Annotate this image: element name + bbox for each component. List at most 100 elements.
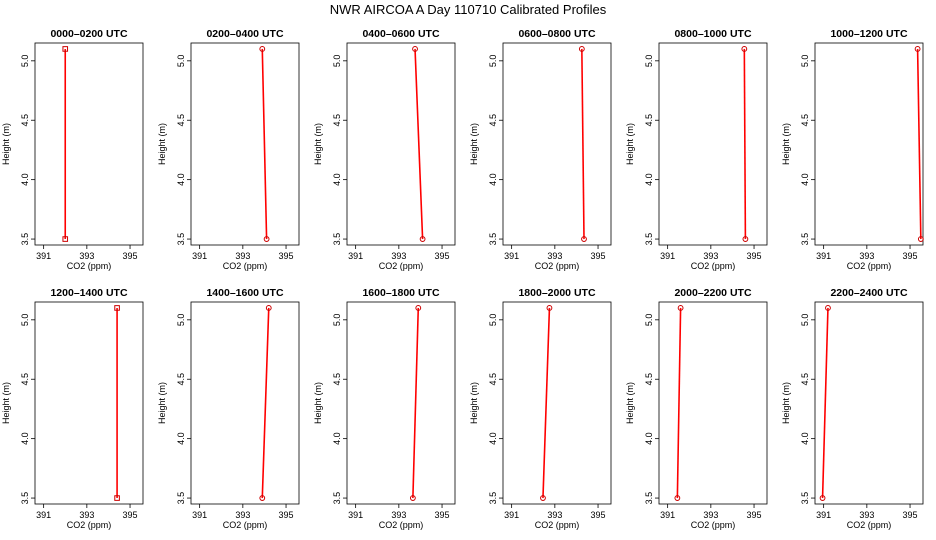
plot-frame (190, 42, 300, 246)
y-tick-label: 3.5 (20, 233, 30, 246)
data-point (415, 305, 422, 311)
data-point (540, 495, 546, 501)
y-axis-label: Height (m) (625, 123, 635, 165)
x-tick-label: 395 (435, 251, 450, 261)
plot-frame (658, 42, 768, 246)
y-tick-label: 4.0 (332, 432, 342, 445)
data-point (825, 305, 831, 311)
x-tick-label: 391 (504, 251, 519, 261)
profile-line (743, 48, 747, 240)
y-tick-label: 3.5 (176, 233, 186, 246)
y-tick-label: 4.0 (644, 432, 654, 445)
x-axis-label: CO2 (ppm) (223, 261, 268, 271)
x-tick-label: 391 (816, 510, 831, 520)
y-tick-label: 5.0 (800, 314, 810, 327)
y-tick-label: 5.0 (332, 55, 342, 68)
x-axis-label: CO2 (ppm) (847, 261, 892, 271)
y-tick-label: 5.0 (20, 314, 30, 327)
panel-title: 1800–2000 UTC (518, 287, 595, 299)
data-point (419, 236, 426, 242)
panel-3: 0400–0600 UTC 391 393 395 3.5 4.0 4.5 5.0 CO2 (p… (313, 28, 456, 271)
panel-2: 0200–0400 UTC 391 393 395 3.5 4.0 4.5 5.0 CO2 (p… (157, 28, 300, 271)
plot-frame (190, 301, 300, 505)
y-tick-label: 4.0 (20, 432, 30, 445)
x-tick-label: 393 (79, 251, 94, 261)
plot-frame (814, 42, 924, 246)
x-tick-label: 395 (747, 510, 762, 520)
x-tick-label: 395 (435, 510, 450, 520)
y-tick-label: 3.5 (644, 492, 654, 505)
profile-line (581, 48, 585, 240)
x-axis-label: CO2 (ppm) (379, 261, 424, 271)
data-point (742, 236, 749, 242)
y-tick-label: 4.5 (488, 114, 498, 127)
profile-line (261, 307, 270, 499)
y-tick-label: 4.5 (20, 373, 30, 386)
y-tick-label: 4.0 (176, 173, 186, 186)
x-axis-label: CO2 (ppm) (535, 261, 580, 271)
y-tick-label: 4.0 (176, 432, 186, 445)
x-axis-label: CO2 (ppm) (379, 520, 424, 530)
x-axis-label: CO2 (ppm) (223, 520, 268, 530)
y-tick-label: 3.5 (800, 492, 810, 505)
x-tick-label: 393 (859, 251, 874, 261)
y-tick-label: 3.5 (176, 492, 186, 505)
x-tick-label: 393 (703, 251, 718, 261)
data-point (409, 495, 416, 501)
panel-1: 0000–0200 UTC 391 393 395 3.5 4.0 4.5 5.0 CO2 (p… (1, 28, 144, 271)
data-point (62, 46, 69, 52)
data-point (114, 305, 120, 311)
data-point (263, 236, 270, 242)
panel-title: 0400–0600 UTC (362, 28, 439, 40)
data-point (259, 495, 266, 501)
y-tick-label: 4.0 (20, 173, 30, 186)
data-point (674, 495, 681, 501)
x-tick-label: 395 (279, 510, 294, 520)
y-tick-label: 4.5 (332, 373, 342, 386)
y-tick-label: 5.0 (332, 314, 342, 327)
panel-10: 1800–2000 UTC 391 393 395 3.5 4.0 4.5 5.0 CO2 (p… (469, 287, 612, 530)
y-tick-label: 4.5 (644, 373, 654, 386)
x-axis-label: CO2 (ppm) (67, 261, 112, 271)
y-axis-label: Height (m) (469, 382, 479, 424)
panel-11: 2000–2200 UTC 391 393 395 3.5 4.0 4.5 5.0 CO2 (p… (625, 287, 768, 530)
x-tick-label: 391 (192, 510, 207, 520)
y-tick-label: 5.0 (176, 314, 186, 327)
x-tick-label: 395 (591, 251, 606, 261)
x-tick-label: 391 (660, 251, 675, 261)
profile-line (916, 48, 922, 240)
y-axis-label: Height (m) (625, 382, 635, 424)
y-tick-label: 3.5 (332, 492, 342, 505)
y-axis-label: Height (m) (313, 123, 323, 165)
panel-12: 2200–2400 UTC 391 393 395 3.5 4.0 4.5 5.0 CO2 (p… (781, 287, 924, 530)
x-tick-label: 393 (703, 510, 718, 520)
y-tick-label: 5.0 (644, 55, 654, 68)
profile-line (412, 307, 420, 499)
profile-line (414, 48, 424, 240)
y-tick-label: 4.5 (176, 114, 186, 127)
y-tick-label: 5.0 (488, 55, 498, 68)
panel-title: 0000–0200 UTC (50, 28, 127, 40)
x-axis-label: CO2 (ppm) (535, 520, 580, 530)
data-point (581, 236, 587, 242)
profile-line (542, 307, 551, 499)
y-tick-label: 4.0 (800, 173, 810, 186)
plot-frame (502, 42, 612, 246)
x-tick-label: 395 (123, 251, 138, 261)
y-axis-label: Height (m) (781, 382, 791, 424)
y-axis-label: Height (m) (1, 382, 11, 424)
data-point (914, 46, 921, 52)
panel-title: 2000–2200 UTC (674, 287, 751, 299)
y-tick-label: 4.0 (644, 173, 654, 186)
y-tick-label: 4.5 (176, 373, 186, 386)
y-tick-label: 3.5 (488, 233, 498, 246)
data-point (265, 305, 272, 311)
x-tick-label: 391 (36, 510, 51, 520)
x-tick-label: 393 (391, 251, 406, 261)
x-axis-label: CO2 (ppm) (847, 520, 892, 530)
profile-line (261, 48, 268, 240)
y-tick-label: 3.5 (488, 492, 498, 505)
y-tick-label: 4.0 (800, 432, 810, 445)
y-tick-label: 3.5 (800, 233, 810, 246)
